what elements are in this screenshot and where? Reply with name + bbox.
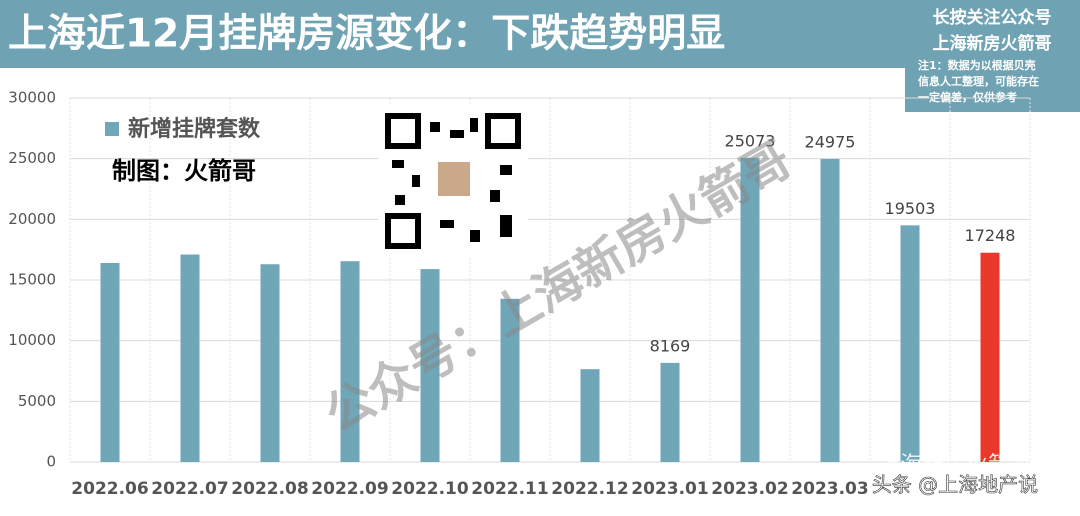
y-tick-label: 10000 <box>8 331 56 349</box>
y-tick-label: 0 <box>46 453 56 471</box>
value-label: 24975 <box>805 132 856 151</box>
note: 一定偏差，仅供参考 <box>918 90 1017 104</box>
bar <box>100 263 120 462</box>
bar <box>820 158 840 462</box>
header-band <box>0 0 1080 68</box>
note: 注1：数据为以根据贝壳 <box>918 58 1036 72</box>
bar <box>980 252 1000 462</box>
bar <box>580 369 600 462</box>
y-tick-label: 25000 <box>8 149 56 167</box>
y-tick-label: 30000 <box>8 89 56 107</box>
side-title: 长按关注公众号 <box>933 7 1052 28</box>
bar <box>740 157 760 462</box>
x-tick-label: 2022.09 <box>311 479 388 499</box>
bar <box>660 362 680 462</box>
y-tick-label: 20000 <box>8 210 56 228</box>
bar <box>180 254 200 462</box>
x-tick-label: 2022.12 <box>551 479 628 499</box>
x-tick-label: 2022.07 <box>151 479 228 499</box>
grid: 0 5000 10000 15000 20000 25000 30000 <box>8 89 1031 471</box>
x-tick-label: 2023.03 <box>791 479 868 499</box>
x-tick-label: 2023.01 <box>631 479 708 499</box>
value-label: 25073 <box>725 131 776 150</box>
value-label: 8169 <box>650 336 691 355</box>
x-tick-label: 2022.11 <box>471 479 548 499</box>
x-tick-label: 2022.10 <box>391 479 469 499</box>
legend-label: 新增挂牌套数 <box>128 116 261 142</box>
bar <box>420 269 440 462</box>
y-tick-label: 15000 <box>8 271 56 289</box>
value-label: 17248 <box>965 226 1016 245</box>
note: 信息人工整理，可能存在 <box>918 74 1039 88</box>
footer-mark: 上海新房火箭哥 <box>878 453 1032 478</box>
side-band <box>905 0 1080 112</box>
value-label: 19503 <box>885 199 936 218</box>
qr-code <box>378 106 528 256</box>
footer-mark: 头条 @上海地产说 <box>872 473 1038 497</box>
x-tick-label: 2023.02 <box>711 479 788 499</box>
x-tick-label: 2022.08 <box>231 479 308 499</box>
bar <box>340 261 360 462</box>
x-tick-label: 2022.06 <box>71 479 148 499</box>
bar <box>260 264 280 462</box>
bar <box>500 298 520 462</box>
legend-swatch <box>105 122 119 136</box>
credit: 制图：火箭哥 <box>112 157 256 185</box>
chart-title: 上海近12月挂牌房源变化：下跌趋势明显 <box>8 12 725 57</box>
bar <box>900 225 920 462</box>
side-title: 上海新房火箭哥 <box>933 33 1052 54</box>
y-tick-label: 5000 <box>18 392 56 410</box>
